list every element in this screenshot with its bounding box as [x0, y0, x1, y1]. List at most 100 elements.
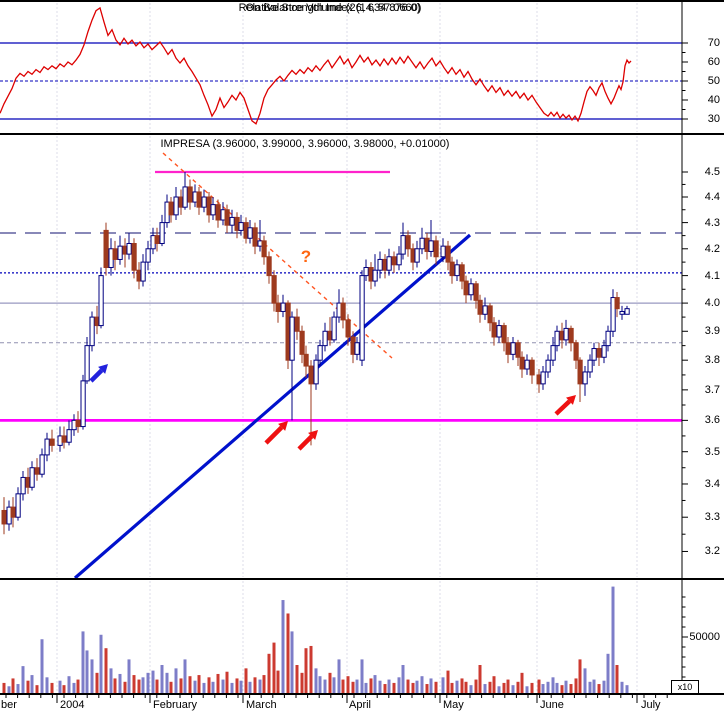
volume-bar [21, 666, 25, 693]
volume-bar [625, 685, 629, 693]
candle-body [496, 325, 502, 338]
volume-bar [483, 684, 487, 693]
volume-bar [378, 680, 382, 693]
indicator-title-obv: On Balance Volume (26, 634 876.0) [245, 2, 421, 14]
pane-separator-rsi-price[interactable] [0, 133, 724, 135]
price-axis-label: 3.6 [704, 414, 720, 427]
uptrend-line[interactable] [73, 233, 472, 580]
volume-bar [464, 681, 468, 693]
candle-body [196, 191, 202, 208]
volume-bar [58, 680, 62, 693]
month-label: 2004 [60, 699, 85, 711]
volume-bar [332, 677, 336, 693]
volume-bar [592, 679, 596, 693]
price-axis-label: 4.1 [704, 269, 720, 282]
candle-body [568, 327, 574, 344]
candle-body [201, 196, 207, 208]
volume-bar [337, 659, 341, 693]
candle-body [491, 322, 497, 338]
volume-bar [583, 668, 587, 693]
pane-separator-price-volume[interactable] [0, 578, 724, 580]
candle-body [577, 359, 583, 385]
candle-body [39, 454, 45, 475]
volume-bar [460, 678, 464, 693]
volume-bar [497, 686, 501, 693]
volume-bar [244, 668, 248, 693]
month-label: April [349, 699, 372, 711]
candle-body [591, 348, 597, 361]
volume-bar [188, 676, 192, 693]
volume-bar [574, 678, 578, 693]
volume-bar [602, 680, 606, 693]
candle-body [215, 204, 221, 221]
candle-body [587, 359, 593, 373]
candle-body [112, 248, 118, 260]
volume-bar [373, 675, 377, 693]
volume-bar [2, 682, 6, 693]
volume-bar [90, 659, 94, 693]
candle-body [550, 345, 556, 361]
candle-body [173, 196, 179, 216]
candle-body [1, 509, 7, 525]
price-axis-label: 4.2 [704, 242, 720, 255]
volume-bar [239, 680, 243, 693]
candle-body [98, 275, 104, 327]
candle-body [614, 297, 620, 310]
candle-body [505, 342, 511, 355]
blue-breakout-arrow-shaft[interactable] [89, 368, 104, 383]
price-axis-label: 4.0 [704, 297, 720, 310]
volume-bar [346, 676, 350, 693]
volume-bar [132, 675, 136, 693]
red-low-arrow-3[interactable] [566, 395, 576, 405]
volume-bar [488, 681, 492, 693]
candle-body [482, 305, 488, 315]
candle-body [610, 297, 616, 332]
volume-bar [113, 678, 117, 693]
candle-body [140, 261, 146, 282]
price-axis-label: 3.9 [704, 325, 720, 338]
volume-bar [248, 681, 252, 693]
volume-bar [267, 653, 271, 693]
red-low-arrow-1[interactable] [278, 421, 288, 431]
volume-bar [469, 685, 473, 693]
question-mark-annotation[interactable]: ? [301, 247, 311, 266]
candle-body [49, 438, 55, 446]
volume-bar [314, 668, 318, 693]
volume-bar [415, 680, 419, 693]
volume-bar [141, 677, 145, 693]
volume-bar [262, 675, 266, 693]
downtrend-dashed-line[interactable] [162, 152, 393, 359]
blue-breakout-arrow[interactable] [98, 364, 108, 374]
price-axis-label: 3.8 [704, 354, 720, 367]
candle-body [29, 467, 35, 488]
volume-bar [355, 679, 359, 693]
candle-body [168, 201, 174, 216]
volume-bar [511, 685, 515, 693]
volume-bar [455, 680, 459, 693]
volume-bar [425, 684, 429, 693]
red-low-arrow-2[interactable] [308, 430, 318, 440]
red-low-arrow-2-shaft[interactable] [297, 434, 314, 451]
candle-body [271, 275, 277, 304]
candle-body [89, 316, 95, 347]
volume-bar [569, 684, 573, 693]
candle-body [280, 302, 286, 312]
price-axis-label: 3.3 [704, 511, 720, 524]
month-label: May [443, 699, 464, 711]
volume-bar [434, 681, 438, 693]
red-low-arrow-3-shaft[interactable] [554, 399, 572, 416]
candle-body [10, 506, 16, 518]
candle-body [405, 235, 411, 250]
volume-bar [30, 675, 34, 693]
volume-bar [615, 665, 619, 693]
volume-bar [230, 682, 234, 693]
volume-bar [560, 685, 564, 693]
candle-body [294, 316, 300, 332]
volume-bar [401, 665, 405, 693]
candle-body [131, 243, 137, 271]
red-low-arrow-1-shaft[interactable] [264, 425, 284, 445]
price-axis-label: 4.4 [704, 191, 720, 203]
candle-body [331, 316, 337, 341]
volume-bar [258, 679, 262, 693]
candle-body [299, 330, 305, 355]
